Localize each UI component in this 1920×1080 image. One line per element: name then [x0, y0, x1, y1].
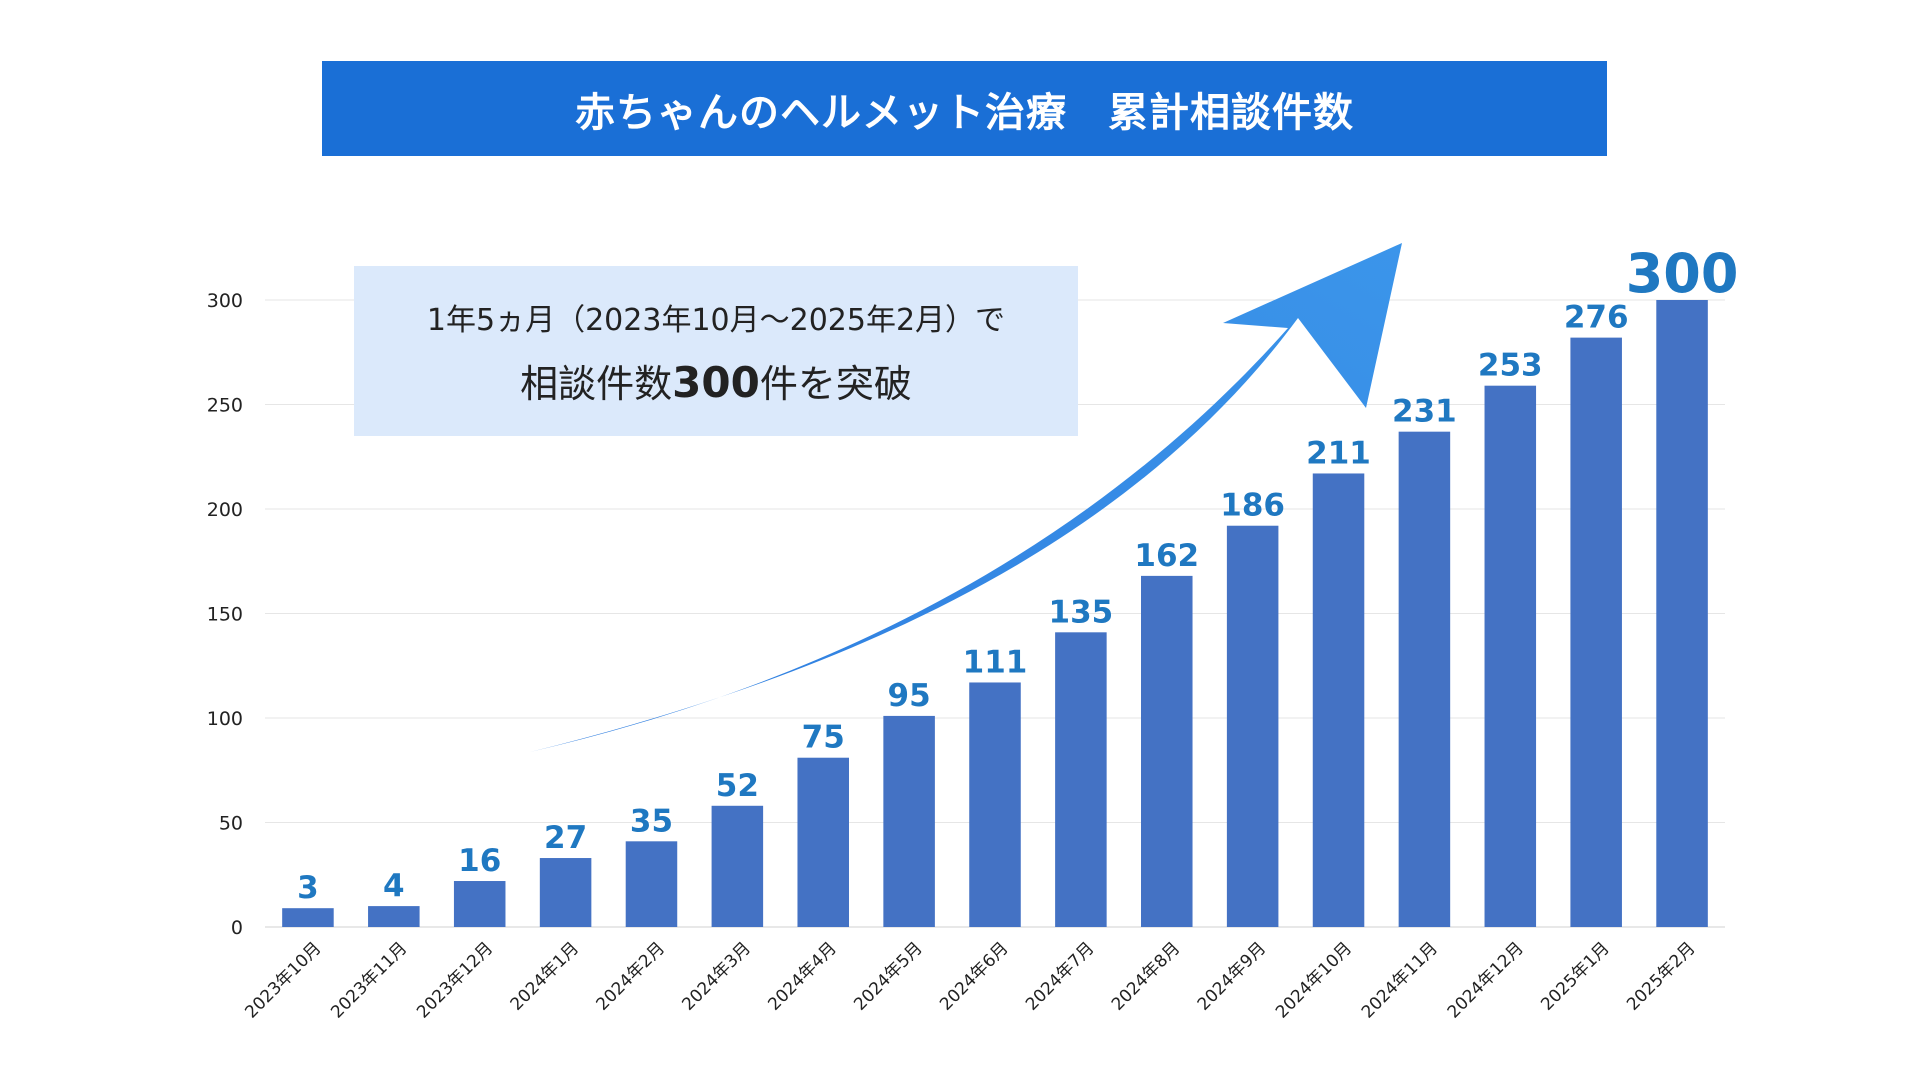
data-label: 27: [544, 820, 587, 856]
callout-box: 1年5ヵ月（2023年10月〜2025年2月）で 相談件数300件を突破: [354, 266, 1078, 436]
x-tick-label: 2024年8月: [1108, 938, 1184, 1014]
bars: [282, 300, 1708, 927]
bar: [539, 858, 592, 927]
data-label: 300: [1626, 242, 1739, 305]
x-tick-label: 2023年12月: [413, 938, 497, 1022]
x-tick-label: 2024年2月: [593, 938, 669, 1014]
bar: [797, 757, 849, 927]
x-tick-label: 2024年5月: [850, 938, 926, 1014]
title-banner: 赤ちゃんのヘルメット治療 累計相談件数: [322, 61, 1607, 156]
gridlines: [265, 299, 1725, 928]
bar: [368, 906, 420, 927]
data-label: 95: [888, 678, 931, 714]
data-label: 3: [297, 870, 319, 906]
bar: [1570, 337, 1622, 927]
bar: [453, 881, 506, 927]
y-tick-label: 50: [219, 813, 243, 835]
y-tick-label: 150: [207, 604, 243, 626]
data-label: 253: [1478, 348, 1543, 384]
x-tick-label: 2024年4月: [764, 938, 840, 1014]
x-tick-label: 2024年1月: [507, 938, 583, 1014]
bar: [1656, 300, 1708, 927]
y-tick-label: 200: [207, 499, 243, 521]
data-label: 231: [1392, 394, 1457, 430]
upward-trend-arrow-icon: [530, 243, 1402, 752]
bar: [883, 715, 935, 927]
callout-subtitle: 1年5ヵ月（2023年10月〜2025年2月）で: [426, 302, 1006, 338]
data-label: 52: [716, 768, 759, 804]
x-tick-label: 2024年12月: [1444, 938, 1528, 1022]
x-tick-label: 2024年11月: [1358, 938, 1442, 1022]
x-tick-label: 2023年10月: [241, 938, 325, 1022]
y-tick-label: 100: [207, 708, 243, 730]
x-tick-label: 2024年3月: [678, 938, 754, 1014]
x-tick-label: 2024年7月: [1022, 938, 1098, 1014]
callout-number: 300: [672, 357, 760, 407]
data-label: 75: [802, 720, 845, 756]
bar: [1484, 385, 1537, 927]
bar: [282, 908, 334, 927]
callout-suffix: 件を突破: [759, 361, 912, 406]
x-axis: 2023年10月 2023年11月 2023年12月 2024年1月 2024年2月 20…: [241, 938, 1699, 1022]
data-label: 186: [1220, 488, 1285, 524]
bar: [1226, 525, 1279, 927]
data-label: 35: [630, 803, 673, 839]
y-tick-label: 300: [207, 290, 243, 312]
bar: [625, 841, 678, 927]
chart-title: 赤ちゃんのヘルメット治療 累計相談件数: [575, 89, 1354, 136]
x-tick-label: 2024年9月: [1194, 938, 1270, 1014]
data-label: 4: [383, 868, 405, 904]
x-tick-label: 2023年11月: [327, 938, 411, 1022]
x-tick-label: 2025年1月: [1537, 938, 1613, 1014]
y-axis: 0 50 100 150 200 250 300: [207, 290, 243, 939]
bar: [711, 805, 764, 927]
y-tick-label: 250: [207, 395, 243, 417]
data-label: 162: [1134, 538, 1199, 574]
data-label: 211: [1306, 435, 1371, 471]
x-tick-label: 2025年2月: [1623, 938, 1699, 1014]
bar: [969, 682, 1021, 927]
bar: [1141, 575, 1193, 927]
x-tick-label: 2024年6月: [936, 938, 1012, 1014]
callout-headline: 相談件数300件を突破: [520, 353, 912, 408]
x-tick-label: 2024年10月: [1272, 938, 1356, 1022]
data-label: 111: [963, 644, 1028, 680]
bar: [1055, 632, 1107, 927]
bar: [1398, 431, 1451, 927]
data-label: 16: [458, 843, 501, 879]
data-label: 276: [1564, 300, 1629, 336]
callout-prefix: 相談件数: [520, 361, 673, 406]
bar: [1312, 473, 1365, 927]
y-tick-label: 0: [231, 917, 243, 939]
data-label: 135: [1049, 594, 1114, 630]
